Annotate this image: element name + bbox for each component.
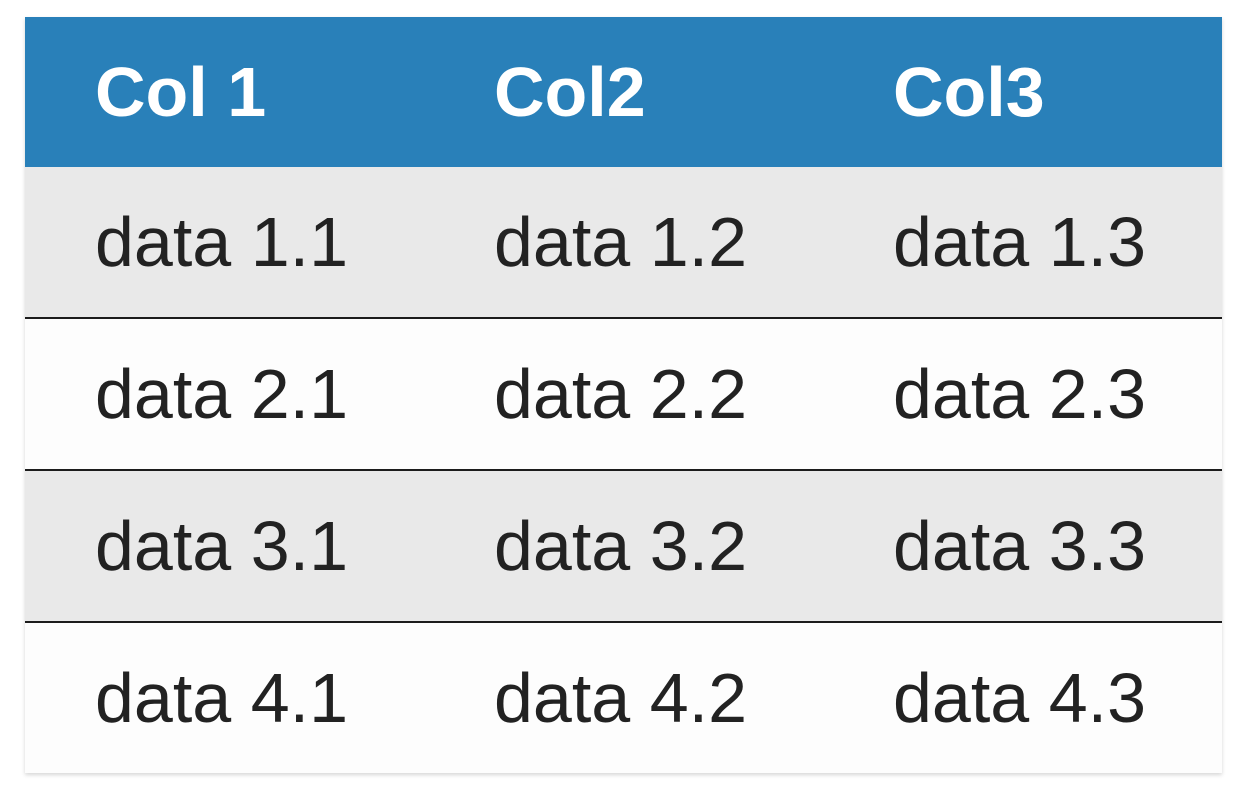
table-cell: data 2.1 [95, 355, 348, 433]
table-cell: data 1.2 [494, 203, 747, 281]
column-header-col3: Col3 [823, 17, 1222, 167]
table-row: data 3.1 data 3.2 data 3.3 [25, 470, 1222, 622]
table-row: data 4.1 data 4.2 data 4.3 [25, 622, 1222, 773]
table-cell: data 4.2 [494, 659, 747, 737]
table-cell: data 3.3 [893, 507, 1146, 585]
column-header-col2: Col2 [424, 17, 823, 167]
column-header-col1: Col 1 [25, 17, 424, 167]
table-cell: data 4.3 [893, 659, 1146, 737]
table-row: data 2.1 data 2.2 data 2.3 [25, 318, 1222, 470]
table-cell: data 2.3 [893, 355, 1146, 433]
data-table-container: Col 1 Col2 Col3 data 1.1 data 1.2 data 1… [25, 17, 1222, 773]
table-cell: data 1.3 [893, 203, 1146, 281]
table-row: data 1.1 data 1.2 data 1.3 [25, 167, 1222, 318]
table-cell: data 4.1 [95, 659, 348, 737]
data-table: Col 1 Col2 Col3 data 1.1 data 1.2 data 1… [25, 17, 1222, 773]
table-cell: data 2.2 [494, 355, 747, 433]
table-cell: data 1.1 [95, 203, 348, 281]
table-body: data 1.1 data 1.2 data 1.3 data 2.1 data… [25, 167, 1222, 773]
table-cell: data 3.2 [494, 507, 747, 585]
table-header: Col 1 Col2 Col3 [25, 17, 1222, 167]
table-cell: data 3.1 [95, 507, 348, 585]
header-row: Col 1 Col2 Col3 [25, 17, 1222, 167]
